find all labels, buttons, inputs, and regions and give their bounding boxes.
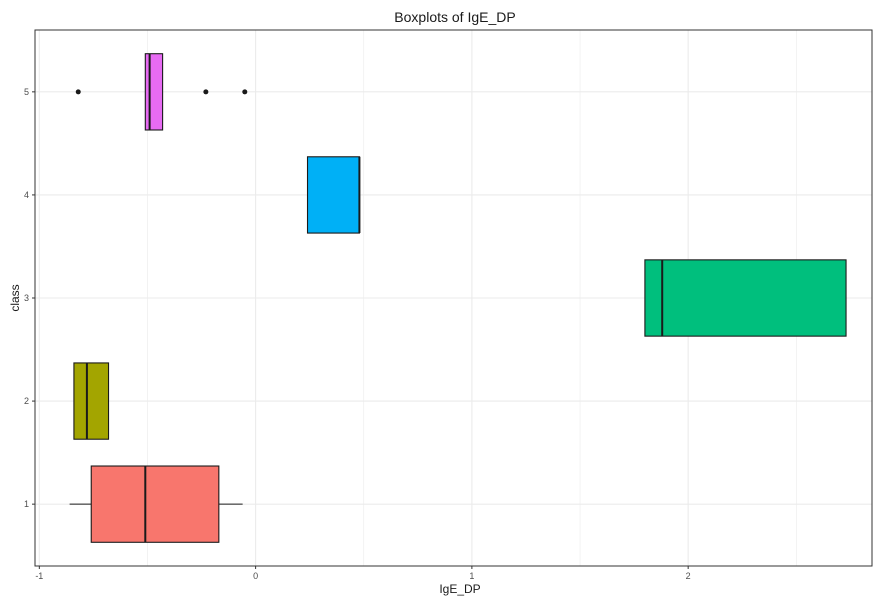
y-tick-label: 2 — [24, 396, 29, 406]
box-iqr — [144, 53, 164, 131]
box-class-2 — [73, 362, 110, 440]
box-class-3 — [644, 259, 847, 337]
x-tick-label: -1 — [35, 571, 43, 581]
x-axis-title: IgE_DP — [439, 582, 480, 596]
y-tick-label: 4 — [24, 190, 29, 200]
axis-layer: -1 0 1 2 1 2 3 4 5 — [24, 29, 873, 581]
outlier-point — [203, 89, 209, 95]
box-iqr — [90, 465, 220, 543]
box-iqr — [644, 259, 847, 337]
y-axis-title: class — [8, 284, 22, 311]
grid-layer — [35, 30, 872, 566]
y-tick-label: 1 — [24, 499, 29, 509]
box-class-4 — [306, 156, 361, 234]
x-tick-label: 1 — [469, 571, 474, 581]
outlier-point — [242, 89, 248, 95]
y-tick-label: 3 — [24, 293, 29, 303]
box-class-5 — [75, 53, 248, 131]
box-class-1 — [69, 465, 243, 543]
y-tick-label: 5 — [24, 87, 29, 97]
box-layer — [69, 53, 847, 543]
x-tick-label: 2 — [686, 571, 691, 581]
box-iqr — [306, 156, 360, 234]
outlier-point — [75, 89, 81, 95]
chart-title: Boxplots of IgE_DP — [394, 9, 515, 25]
x-tick-label: 0 — [253, 571, 258, 581]
box-iqr — [73, 362, 110, 440]
